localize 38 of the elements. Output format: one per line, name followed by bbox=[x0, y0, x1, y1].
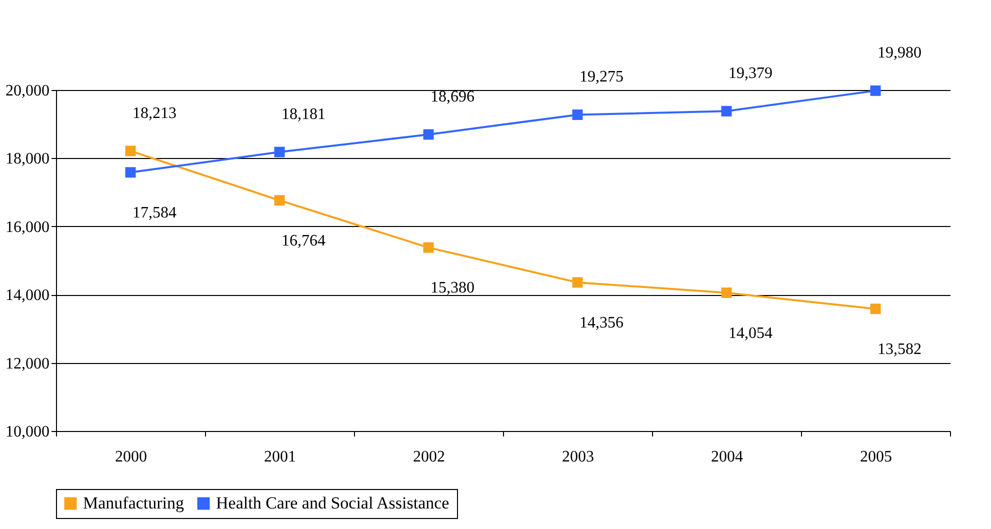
point bbox=[274, 195, 285, 206]
y-tick-label: 18,000 bbox=[6, 150, 50, 168]
x-tick-label: 2004 bbox=[711, 448, 743, 466]
data-label: 18,696 bbox=[430, 88, 474, 106]
point bbox=[721, 106, 732, 116]
legend-label: Health Care and Social Assistance bbox=[216, 494, 450, 513]
point bbox=[125, 167, 136, 178]
x-tick-label: 2005 bbox=[860, 448, 892, 466]
point bbox=[870, 304, 881, 314]
data-label: 13,582 bbox=[878, 340, 922, 358]
data-label: 18,213 bbox=[132, 104, 176, 122]
point bbox=[423, 242, 434, 253]
point bbox=[721, 288, 732, 298]
data-label: 14,356 bbox=[580, 314, 624, 332]
data-label: 19,980 bbox=[878, 44, 922, 62]
y-tick-label: 16,000 bbox=[6, 218, 50, 236]
x-tick-label: 2000 bbox=[115, 448, 147, 466]
point bbox=[572, 109, 583, 120]
point bbox=[125, 146, 136, 156]
x-tick-label: 2002 bbox=[413, 448, 445, 466]
x-tick-label: 2003 bbox=[562, 448, 594, 466]
data-label: 15,380 bbox=[430, 280, 474, 297]
data-label: 18,181 bbox=[282, 106, 326, 124]
point bbox=[870, 85, 881, 96]
legend-label: Manufacturing bbox=[83, 494, 185, 513]
data-label: 19,275 bbox=[580, 68, 624, 86]
point bbox=[274, 146, 285, 158]
y-tick-label: 14,000 bbox=[6, 287, 50, 304]
point bbox=[572, 277, 583, 288]
y-tick-label: 20,000 bbox=[6, 82, 50, 100]
data-label: 17,584 bbox=[132, 204, 176, 222]
data-label: 19,379 bbox=[728, 65, 772, 82]
y-tick-label: 10,000 bbox=[6, 424, 50, 440]
data-label: 14,054 bbox=[728, 324, 772, 342]
point bbox=[423, 129, 434, 140]
x-tick-label: 2001 bbox=[264, 448, 296, 466]
data-label: 16,764 bbox=[282, 232, 326, 250]
y-tick-label: 12,000 bbox=[6, 355, 50, 372]
